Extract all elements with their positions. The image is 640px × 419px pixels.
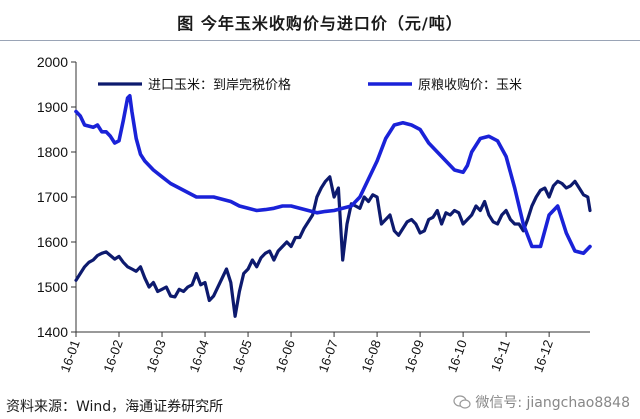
footer: 资料来源：Wind，海通证券研究所 微信号: jiangchao8848 — [0, 392, 640, 419]
line-chart: 1400 1500 1600 1700 1800 1900 2000 16-01 16-02 16… — [37, 54, 592, 374]
series-line-import-price — [74, 175, 592, 318]
y-tick-label: 1500 — [37, 279, 68, 295]
legend-import-price-label: 进口玉米：到岸完税价格 — [148, 77, 291, 93]
figure-title-bar: 图 今年玉米收购价与进口价（元/吨） — [0, 0, 640, 41]
x-tick-label: 16-03 — [143, 338, 168, 374]
x-tick-label: 16-09 — [401, 338, 426, 374]
x-tick-label: 16-12 — [530, 338, 555, 374]
figure-title: 图 今年玉米收购价与进口价（元/吨） — [177, 14, 463, 33]
x-tick-label: 16-10 — [444, 338, 469, 374]
legend-purchase-price-label: 原粮收购价：玉米 — [418, 77, 522, 93]
x-tick-label: 16-08 — [358, 338, 383, 374]
watermark-text: 微信号: jiangchao8848 — [475, 395, 630, 411]
x-tick-label: 16-07 — [315, 338, 340, 374]
x-tick-label: 16-02 — [100, 338, 125, 374]
y-tick-label: 1400 — [37, 324, 68, 340]
wechat-icon — [453, 395, 471, 409]
x-tick-label: 16-05 — [229, 338, 254, 374]
x-tick-label: 16-06 — [272, 338, 297, 374]
watermark: 微信号: jiangchao8848 — [453, 392, 630, 412]
y-tick-label: 1700 — [37, 189, 68, 205]
series-line-purchase-price — [74, 93, 592, 256]
y-tick-label: 1900 — [37, 99, 68, 115]
y-tick-label: 1600 — [37, 234, 68, 250]
x-tick-label: 16-11 — [488, 338, 513, 373]
y-tick-label: 1800 — [37, 144, 68, 160]
x-tick-label: 16-01 — [57, 338, 82, 374]
x-tick-label: 16-04 — [186, 338, 211, 374]
y-tick-label: 2000 — [37, 54, 68, 70]
source-note: 资料来源：Wind，海通证券研究所 — [6, 399, 224, 415]
